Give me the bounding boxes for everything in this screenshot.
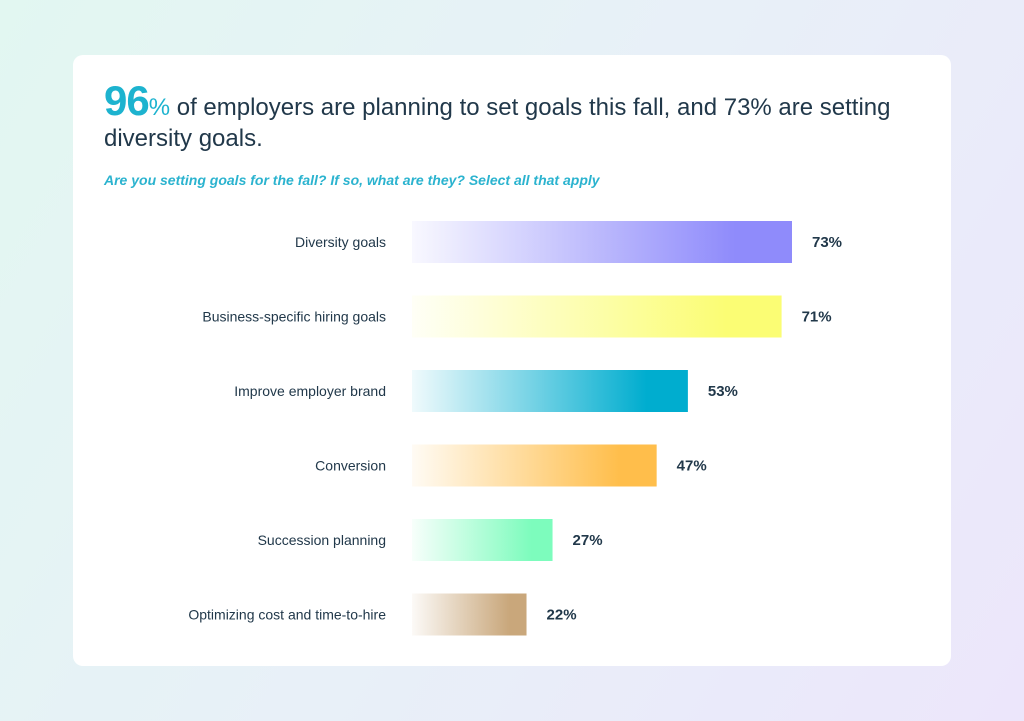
category-label-optimizing-cost-and-time-to-hire: Optimizing cost and time-to-hire <box>188 607 386 623</box>
category-label-diversity-goals: Diversity goals <box>295 234 386 250</box>
bar-chart: Diversity goals 73% Business-specific hiri… <box>188 221 842 636</box>
bar-improve-employer-brand <box>412 370 688 412</box>
category-label-improve-employer-brand: Improve employer brand <box>234 383 386 399</box>
category-label-business-specific-hiring-goals: Business-specific hiring goals <box>202 309 386 325</box>
bar-optimizing-cost-and-time-to-hire <box>412 593 527 636</box>
value-label-improve-employer-brand: 53% <box>708 383 738 400</box>
chart-title: 96% of employers are planning to set goa… <box>104 80 904 154</box>
bar-business-specific-hiring-goals <box>412 295 782 338</box>
bar-succession-planning <box>412 519 553 561</box>
chart-subtitle: Are you setting goals for the fall? If s… <box>104 172 600 188</box>
category-label-conversion: Conversion <box>315 458 386 474</box>
category-label-succession-planning: Succession planning <box>258 532 386 548</box>
headline-number: 96 <box>104 77 150 124</box>
headline-text: of employers are planning to set goals t… <box>104 94 891 152</box>
bar-diversity-goals <box>412 221 792 263</box>
chart-card: 96% of employers are planning to set goa… <box>73 55 951 666</box>
value-label-conversion: 47% <box>677 458 707 475</box>
value-label-business-specific-hiring-goals: 71% <box>802 309 832 326</box>
bar-group: Diversity goals 73% Business-specific hiri… <box>188 221 842 636</box>
value-label-succession-planning: 27% <box>573 532 603 549</box>
headline-percent-sign: % <box>148 94 171 121</box>
value-label-optimizing-cost-and-time-to-hire: 22% <box>547 607 577 624</box>
bar-conversion <box>412 444 657 487</box>
value-label-diversity-goals: 73% <box>812 234 842 251</box>
